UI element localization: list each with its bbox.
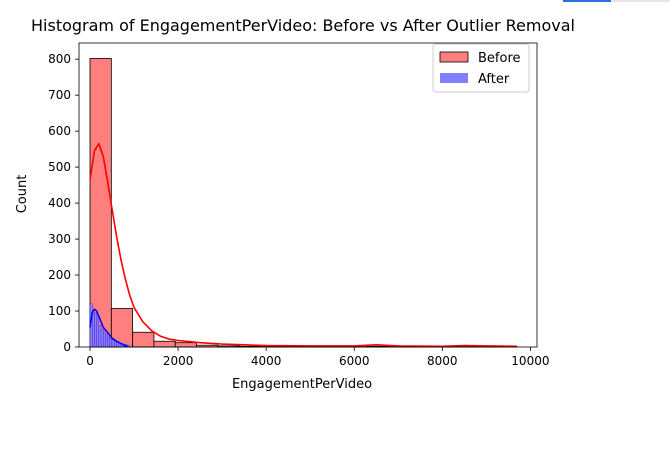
after-bar-2 <box>94 312 97 348</box>
window-tab-strip-active <box>563 0 611 2</box>
after-bar-1 <box>92 312 95 348</box>
window-tab-strip <box>612 0 670 2</box>
x-tick-label-2: 4000 <box>251 354 282 368</box>
before-bar-3 <box>153 340 176 348</box>
legend-swatch-after <box>440 73 468 83</box>
after-bar-4 <box>98 325 102 348</box>
y-tick-label-7: 700 <box>48 88 71 102</box>
legend-swatch-before <box>439 51 469 63</box>
y-tick-label-3: 300 <box>48 232 71 246</box>
legend-label-before: Before <box>478 51 521 66</box>
y-tick-label-2: 200 <box>48 268 71 282</box>
chart-title: Histogram of EngagementPerVideo: Before … <box>31 16 575 35</box>
y-tick-label-4: 400 <box>48 196 71 210</box>
x-axis-ticks: 0 2000 4000 6000 8000 10000 <box>86 347 549 368</box>
y-tick-label-6: 600 <box>48 124 71 138</box>
x-tick-label-3: 6000 <box>339 354 370 368</box>
before-bars <box>89 58 517 348</box>
x-tick-label-0: 0 <box>86 354 94 368</box>
y-tick-label-1: 100 <box>48 304 71 318</box>
before-kde-line <box>89 142 518 348</box>
plot-area-frame <box>78 42 538 348</box>
y-axis-ticks: 0 100 200 300 400 500 600 700 800 <box>48 52 79 354</box>
y-tick-label-8: 800 <box>48 52 71 66</box>
y-axis-label: Count <box>15 175 30 214</box>
x-tick-label-4: 8000 <box>427 354 458 368</box>
x-tick-label-5: 10000 <box>511 354 549 368</box>
after-kde-line <box>89 308 128 348</box>
before-bar-4 <box>174 342 197 348</box>
after-bar-5 <box>100 328 104 348</box>
after-bar-7 <box>105 334 108 348</box>
after-bar-9 <box>109 338 113 348</box>
after-bar-6 <box>103 331 106 348</box>
x-tick-label-1: 2000 <box>163 354 194 368</box>
before-bar-0 <box>89 58 112 348</box>
legend: Before After <box>432 43 530 93</box>
after-bar-10 <box>111 339 115 348</box>
kde-lines <box>89 142 518 348</box>
before-bar-2 <box>132 331 155 348</box>
legend-label-after: After <box>478 72 510 87</box>
after-bar-8 <box>107 336 110 348</box>
x-axis-label: EngagementPerVideo <box>232 377 372 392</box>
y-tick-label-5: 500 <box>48 160 71 174</box>
y-tick-label-0: 0 <box>63 340 71 354</box>
after-bars <box>89 303 130 348</box>
after-bar-3 <box>96 316 99 348</box>
